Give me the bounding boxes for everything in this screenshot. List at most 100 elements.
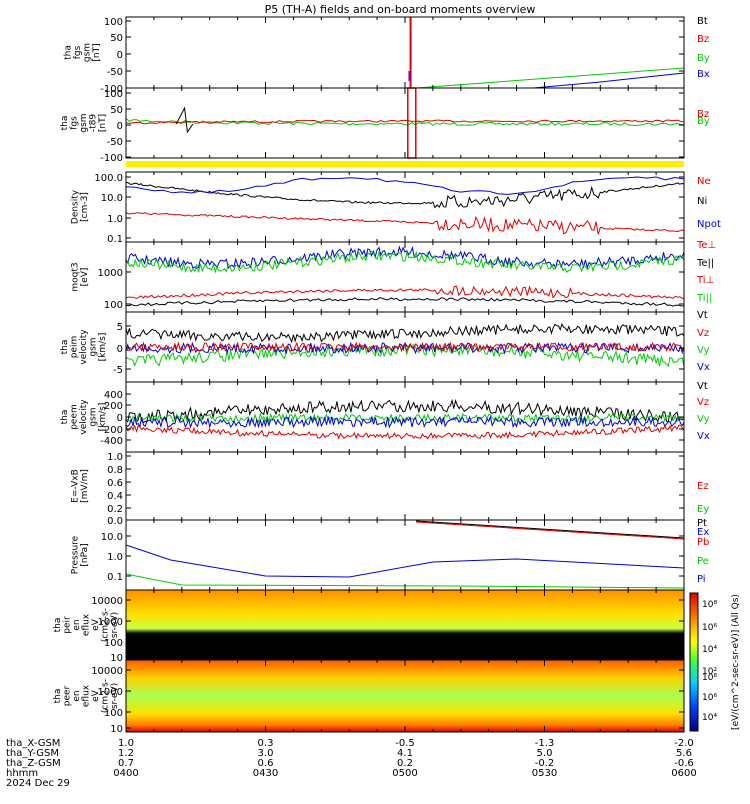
ephemeris-value: 0400 bbox=[113, 768, 138, 779]
by-trace bbox=[416, 67, 685, 89]
y-tick-label: 100 bbox=[104, 708, 123, 719]
npot-trace bbox=[125, 176, 685, 195]
vt-peem-trace bbox=[125, 398, 685, 424]
ephemeris-value: -0.2 bbox=[535, 758, 555, 769]
legend-entry: Npot bbox=[697, 219, 721, 230]
y-axis-title: moqt3 bbox=[71, 262, 81, 291]
legend-entry: Pb bbox=[697, 537, 709, 548]
panel-frame bbox=[125, 519, 685, 591]
vz-peim-trace bbox=[125, 341, 685, 353]
y-tick-label: 0 bbox=[117, 413, 123, 424]
y-axis-title: [mV/m] bbox=[80, 469, 90, 503]
legend-entry: Vz bbox=[697, 397, 709, 408]
y-axis-title: eV bbox=[91, 689, 101, 702]
y-tick-label: 50 bbox=[110, 105, 123, 116]
vt-peim-trace bbox=[125, 322, 685, 344]
panel-frame bbox=[125, 87, 685, 159]
ephemeris-value: -2.0 bbox=[674, 738, 694, 749]
ephemeris-value: 3.0 bbox=[258, 748, 274, 759]
vx-peem-trace bbox=[125, 415, 685, 429]
ephemeris-value: 0530 bbox=[532, 768, 557, 779]
ephemeris-value: -0.5 bbox=[395, 738, 415, 749]
vy-peem-trace bbox=[125, 412, 685, 424]
legend-entry: Vt bbox=[697, 310, 708, 321]
y-tick-label: 0.8 bbox=[107, 465, 123, 476]
y-axis-title: tha bbox=[60, 410, 70, 425]
legend-entry: Ti|| bbox=[696, 293, 712, 304]
y-tick-label: 10 bbox=[110, 653, 123, 664]
legend-entry: Bt bbox=[697, 16, 708, 27]
ephemeris-value: 0500 bbox=[392, 768, 417, 779]
y-axis-title: [nPa] bbox=[80, 543, 90, 566]
bz-t89-trace bbox=[125, 119, 685, 125]
legend-entry: Ez bbox=[697, 481, 709, 492]
pt-trace bbox=[416, 520, 685, 539]
ephemeris-label: tha_X-GSM bbox=[6, 738, 60, 749]
y-tick-label: 0.2 bbox=[107, 504, 123, 515]
ephemeris-value: 5.0 bbox=[537, 748, 553, 759]
y-axis-title: tha bbox=[60, 116, 70, 131]
ephemeris-value: 0.3 bbox=[258, 738, 274, 749]
y-axis-title: (cm2-s- bbox=[101, 679, 111, 713]
y-axis-title: -t89 bbox=[89, 114, 99, 133]
colorbar bbox=[689, 592, 699, 732]
y-tick-label: -50 bbox=[107, 67, 123, 78]
y-tick-label: 100 bbox=[104, 638, 123, 649]
y-tick-label: -5 bbox=[113, 365, 123, 376]
y-tick-label: 10.0 bbox=[101, 193, 123, 204]
y-tick-label: 10000 bbox=[91, 596, 123, 607]
y-tick-label: 1000 bbox=[98, 268, 123, 279]
y-tick-label: 0.6 bbox=[107, 478, 123, 489]
y-tick-label: -100 bbox=[100, 84, 123, 95]
te-perp-trace bbox=[125, 245, 685, 270]
y-axis-title: tha bbox=[53, 689, 63, 704]
legend-entry: Te|| bbox=[696, 258, 714, 269]
y-tick-label: -200 bbox=[100, 425, 123, 436]
ephemeris-label: hhmm bbox=[6, 768, 38, 779]
ephemeris-value: 0430 bbox=[253, 768, 278, 779]
ephemeris-value: 0.2 bbox=[397, 758, 413, 769]
legend-entry: Bx bbox=[697, 69, 710, 80]
panel-frame bbox=[125, 381, 685, 453]
y-tick-label: 0 bbox=[117, 121, 123, 132]
legend-entry: Pt bbox=[697, 518, 707, 529]
legend-entry: Bz bbox=[697, 109, 709, 120]
ephemeris-label: tha_Y-GSM bbox=[6, 748, 59, 759]
y-tick-label: 0.0 bbox=[107, 516, 123, 527]
ephemeris-label: tha_Z-GSM bbox=[6, 758, 61, 769]
legend-entry: By bbox=[697, 116, 710, 127]
y-tick-label: 0 bbox=[117, 344, 123, 355]
y-tick-label: 5 bbox=[117, 322, 123, 333]
vz-peem-trace bbox=[125, 424, 685, 440]
legend-entry: Vy bbox=[697, 345, 710, 356]
ni-trace bbox=[125, 181, 685, 209]
y-axis-title: peir bbox=[63, 616, 73, 634]
y-axis-title: velocity bbox=[79, 329, 89, 365]
ti-par-trace bbox=[125, 297, 685, 307]
y-axis-title: [cm-3] bbox=[80, 192, 90, 222]
y-axis-title: peim bbox=[70, 336, 80, 359]
y-axis-title: [km/s] bbox=[98, 333, 108, 362]
y-axis-title: (cm2-s- bbox=[101, 608, 111, 642]
y-tick-label: -100 bbox=[100, 153, 123, 164]
y-axis-title: gsm bbox=[83, 43, 93, 62]
ne-trace bbox=[125, 212, 685, 235]
y-axis-title: [nT] bbox=[98, 114, 108, 132]
ephemeris-value: 1.2 bbox=[118, 748, 134, 759]
ion-spectrogram bbox=[126, 590, 684, 660]
ephemeris-value: -0.6 bbox=[674, 758, 694, 769]
y-tick-label: 1.0 bbox=[107, 552, 123, 563]
ephemeris-value: 0.6 bbox=[258, 758, 274, 769]
y-tick-label: -400 bbox=[100, 436, 123, 447]
y-axis-title: en bbox=[72, 690, 82, 701]
y-axis-title: [km/s] bbox=[98, 403, 108, 432]
y-axis-title: gsm bbox=[89, 407, 99, 426]
legend-entry: By bbox=[697, 53, 710, 64]
ephemeris-value: 0600 bbox=[671, 768, 696, 779]
y-tick-label: 0.1 bbox=[107, 572, 123, 583]
y-tick-label: 10 bbox=[110, 724, 123, 735]
ephemeris-value: 5.6 bbox=[676, 748, 692, 759]
bx-t89-spike bbox=[175, 106, 194, 134]
colorbar-tick-label: 10⁴ bbox=[702, 713, 717, 723]
